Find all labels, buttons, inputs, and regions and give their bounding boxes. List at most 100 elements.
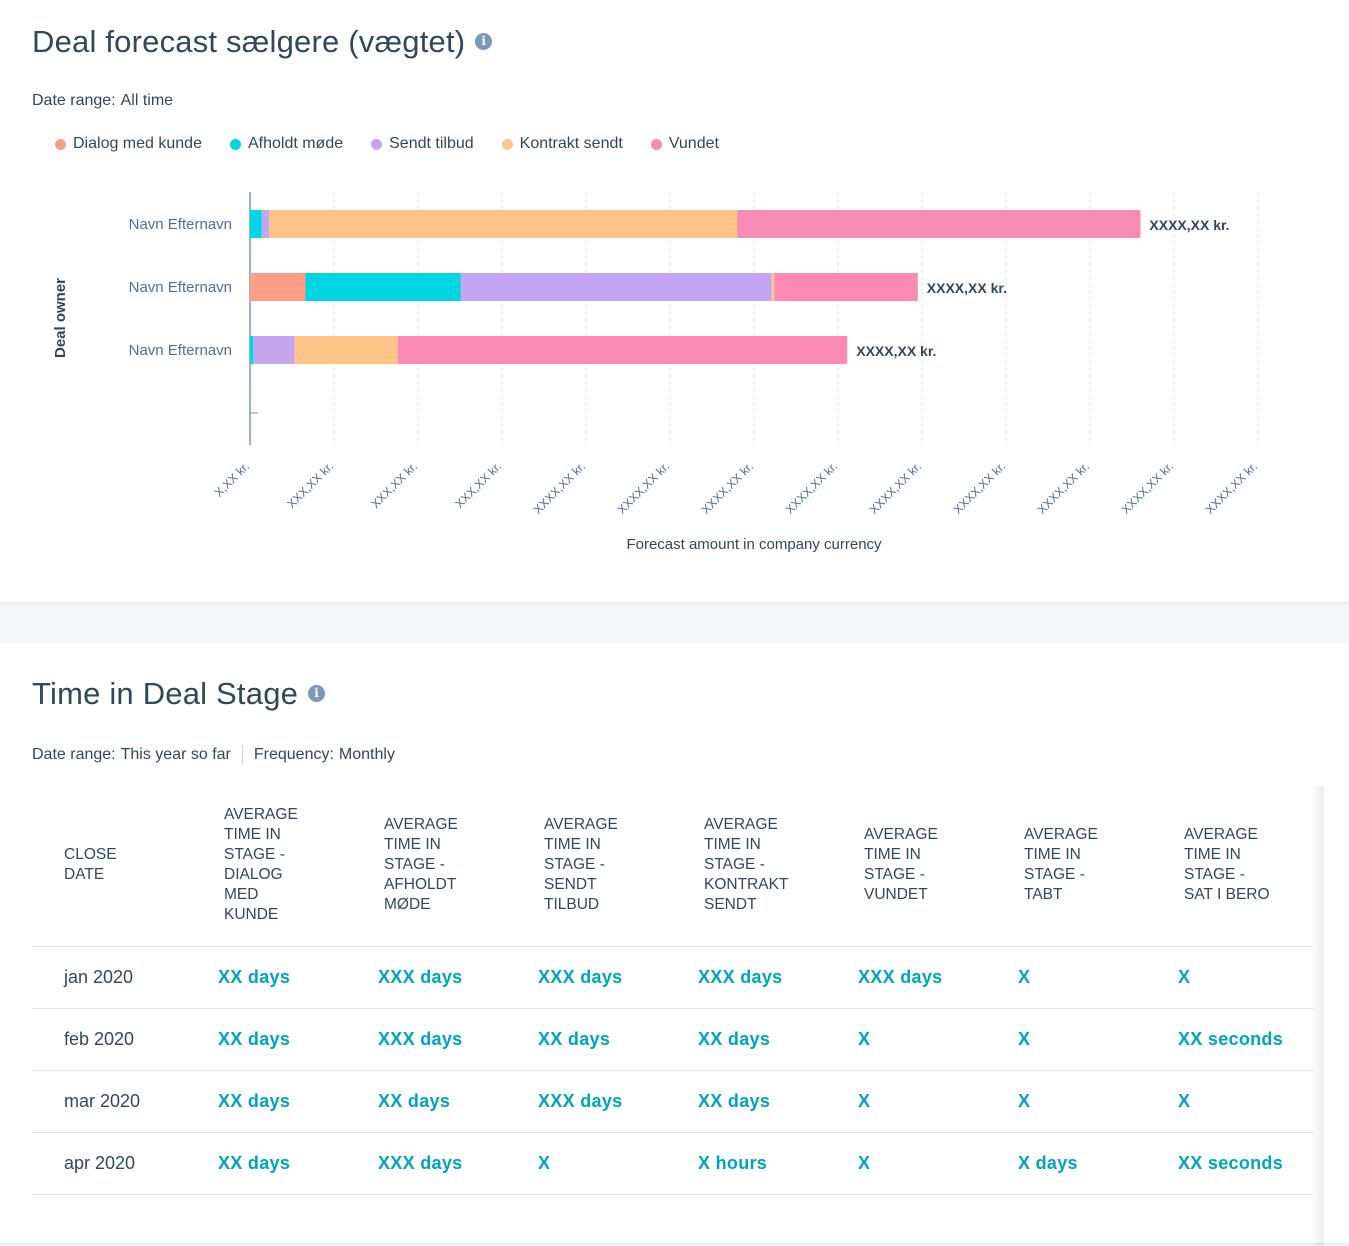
x-tick-label: XXXX,XX kr. <box>867 459 925 517</box>
column-header[interactable]: AVERAGE TIME IN STAGE - KONTRAKT SENDT <box>672 783 832 947</box>
time-in-stage-cell[interactable]: XX seconds <box>1152 1008 1314 1071</box>
info-icon[interactable]: i <box>475 33 493 51</box>
time-in-stage-cell[interactable]: XX days <box>672 1070 832 1133</box>
table-row: mar 2020 XX days XX days XXX days XX days X X X <box>32 1070 1314 1133</box>
x-tick-label: XXXX,XX kr. <box>1203 459 1261 517</box>
scroll-shadow <box>1312 786 1324 1246</box>
legend-swatch <box>501 138 513 150</box>
time-in-stage-cell[interactable]: XX days <box>192 1132 352 1195</box>
legend-item[interactable]: Dialog med kunde <box>55 135 202 153</box>
column-header[interactable]: AVERAGE TIME IN STAGE - VUNDET <box>832 783 992 947</box>
date-range-value[interactable]: All time <box>120 92 174 109</box>
time-in-stage-table-wrap: CLOSE DATE AVERAGE TIME IN STAGE - DIALOG… <box>32 783 1314 1195</box>
table-row: apr 2020 XX days XXX days X X hours X X days XX… <box>32 1132 1314 1195</box>
time-in-stage-title-text: Time in Deal Stage <box>32 676 299 711</box>
bar-total-label: XXXX,XX kr. <box>856 343 936 359</box>
x-tick-label: XXXX,XX kr. <box>951 459 1009 517</box>
date-range-value[interactable]: This year so far <box>120 746 231 763</box>
x-tick-label: XXXX,XX kr. <box>1119 459 1177 517</box>
x-tick-label: XXX,XX kr. <box>284 459 336 511</box>
time-in-stage-cell[interactable]: X <box>992 1070 1152 1133</box>
x-tick-label: XXXX,XX kr. <box>615 459 673 517</box>
time-in-stage-cell[interactable]: XXX days <box>352 946 512 1009</box>
time-in-stage-cell[interactable]: X <box>1152 1070 1314 1133</box>
time-in-stage-cell[interactable]: XX days <box>192 1008 352 1071</box>
chart-legend: Dialog med kunde Afholdt møde Sendt tilbud… <box>55 135 747 153</box>
legend-label: Vundet <box>668 135 719 152</box>
time-in-stage-cell[interactable]: X days <box>992 1132 1152 1195</box>
column-header[interactable]: AVERAGE TIME IN STAGE - SENDT TILBUD <box>512 783 672 947</box>
date-range-label: Date range: <box>32 746 116 763</box>
bar-segment[interactable] <box>250 336 254 364</box>
bar-segment[interactable] <box>305 273 461 301</box>
legend-item[interactable]: Vundet <box>650 135 719 153</box>
forecast-filters: Date range: All time <box>32 92 173 110</box>
time-in-stage-cell[interactable]: XX days <box>352 1070 512 1133</box>
close-date-cell: jan 2020 <box>32 946 192 1009</box>
time-in-stage-title: Time in Deal Stage i <box>32 676 326 712</box>
frequency-value[interactable]: Monthly <box>338 746 395 763</box>
filter-divider <box>241 745 243 765</box>
time-in-stage-cell[interactable]: X <box>1152 946 1314 1009</box>
time-in-stage-cell[interactable]: XX days <box>672 1008 832 1071</box>
x-tick-label: X,XX kr. <box>212 459 253 500</box>
bar-segment[interactable] <box>250 273 306 301</box>
time-in-stage-card: Time in Deal Stage i Date range: This yea… <box>0 643 1349 1246</box>
frequency-label: Frequency: <box>253 746 334 763</box>
forecast-title: Deal forecast sælgere (vægtet) i <box>32 24 493 60</box>
forecast-card: Deal forecast sælgere (vægtet) i Date ran… <box>0 0 1349 602</box>
x-tick-label: XXX,XX kr. <box>368 459 420 511</box>
column-header[interactable]: AVERAGE TIME IN STAGE - SAT I BERO <box>1152 783 1314 947</box>
close-date-cell: apr 2020 <box>32 1132 192 1195</box>
time-in-stage-cell[interactable]: X <box>992 946 1152 1009</box>
time-in-stage-cell[interactable]: XXX days <box>352 1132 512 1195</box>
bar-segment[interactable] <box>737 210 1141 238</box>
time-in-stage-cell[interactable]: XXX days <box>512 1070 672 1133</box>
date-range-label: Date range: <box>32 92 116 109</box>
column-header[interactable]: AVERAGE TIME IN STAGE - AFHOLDT MØDE <box>352 783 512 947</box>
bar-segment[interactable] <box>460 273 772 301</box>
time-in-stage-cell[interactable]: X <box>832 1132 992 1195</box>
time-in-stage-cell[interactable]: X <box>832 1070 992 1133</box>
legend-label: Kontrakt sendt <box>519 135 623 152</box>
info-icon[interactable]: i <box>308 685 326 703</box>
time-in-stage-cell[interactable]: X <box>512 1132 672 1195</box>
time-in-stage-cell[interactable]: XX seconds <box>1152 1132 1314 1195</box>
table-body: jan 2020 XX days XXX days XXX days XXX days X… <box>32 946 1314 1195</box>
legend-item[interactable]: Afholdt møde <box>229 135 344 153</box>
bar-total-label: XXXX,XX kr. <box>1149 217 1229 233</box>
time-in-stage-cell[interactable]: XXX days <box>672 946 832 1009</box>
time-in-stage-cell[interactable]: XX days <box>512 1008 672 1071</box>
legend-item[interactable]: Sendt tilbud <box>371 135 474 153</box>
column-header[interactable]: AVERAGE TIME IN STAGE - TABT <box>992 783 1152 947</box>
table-header-row: CLOSE DATE AVERAGE TIME IN STAGE - DIALOG… <box>32 783 1314 947</box>
x-axis-title: Forecast amount in company currency <box>626 536 882 553</box>
time-in-stage-cell[interactable]: XXX days <box>352 1008 512 1071</box>
legend-label: Sendt tilbud <box>389 135 474 152</box>
close-date-cell: feb 2020 <box>32 1008 192 1071</box>
bar-segment[interactable] <box>397 336 848 364</box>
time-in-stage-cell[interactable]: X <box>992 1008 1152 1071</box>
time-in-stage-cell[interactable]: X hours <box>672 1132 832 1195</box>
column-header[interactable]: AVERAGE TIME IN STAGE - DIALOG MED KUNDE <box>192 783 352 947</box>
bar-segment[interactable] <box>774 273 918 301</box>
time-in-stage-cell[interactable]: X <box>832 1008 992 1071</box>
bar-segment[interactable] <box>261 210 270 238</box>
time-in-stage-cell[interactable]: XX days <box>192 1070 352 1133</box>
bar-segment[interactable] <box>294 336 398 364</box>
column-header[interactable]: CLOSE DATE <box>32 783 192 947</box>
legend-item[interactable]: Kontrakt sendt <box>501 135 623 153</box>
bar-segment[interactable] <box>253 336 295 364</box>
legend-swatch <box>55 138 66 150</box>
bar-segment[interactable] <box>269 210 738 238</box>
time-in-stage-cell[interactable]: XXX days <box>832 946 992 1009</box>
bar-segment[interactable] <box>771 273 775 301</box>
time-in-stage-cell[interactable]: XXX days <box>512 946 672 1009</box>
bar-segment[interactable] <box>250 210 262 238</box>
y-axis-title: Deal owner <box>52 278 69 358</box>
legend-swatch <box>371 138 383 150</box>
legend-label: Dialog med kunde <box>73 135 202 152</box>
time-in-stage-cell[interactable]: XX days <box>192 946 352 1009</box>
table-row: jan 2020 XX days XXX days XXX days XXX days X… <box>32 946 1314 1009</box>
legend-label: Afholdt møde <box>247 135 344 152</box>
